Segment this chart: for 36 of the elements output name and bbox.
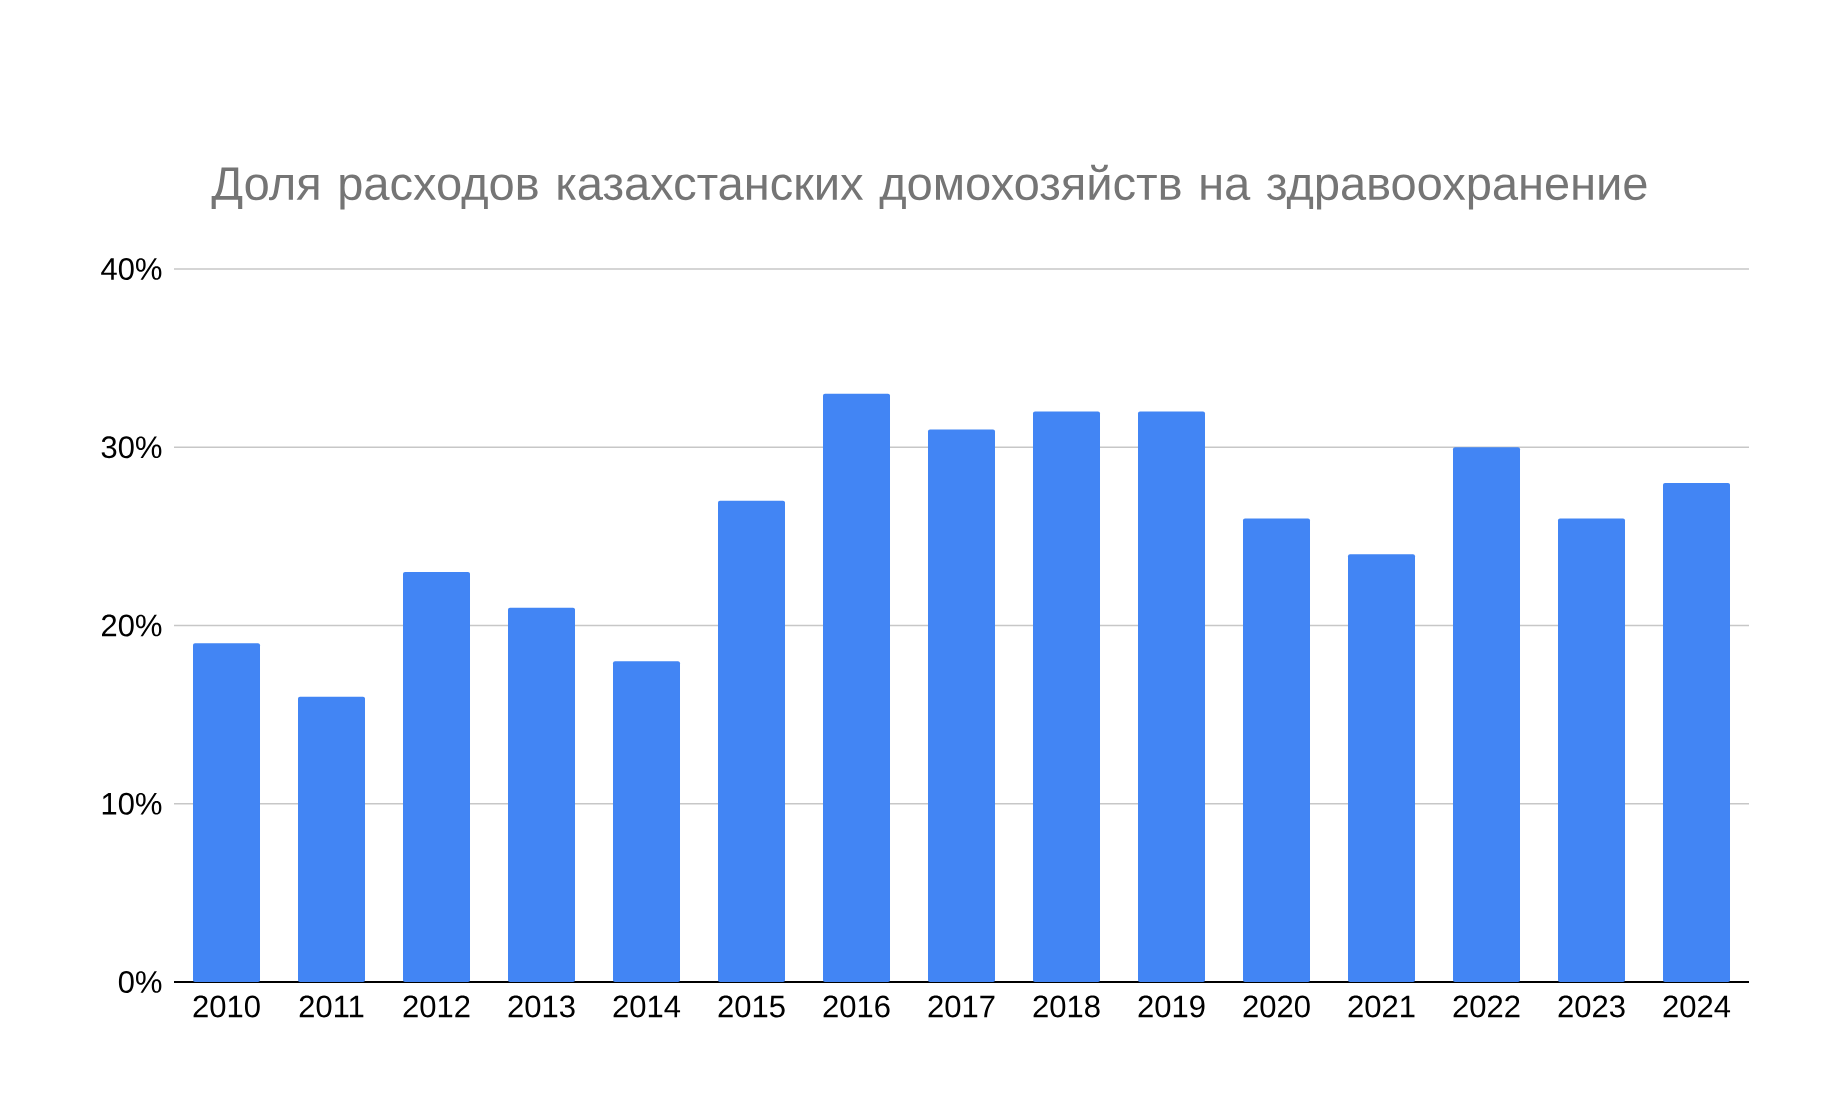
- bar: [1453, 447, 1520, 982]
- bar: [1663, 482, 1730, 982]
- x-tick-label: 2015: [718, 995, 785, 1018]
- bar: [928, 429, 995, 982]
- x-tick-label: 2022: [1453, 995, 1520, 1018]
- bar: [1558, 518, 1625, 982]
- x-tick-label: 2018: [1033, 995, 1100, 1018]
- bar: [403, 572, 470, 982]
- bar: [718, 500, 785, 982]
- bar: [508, 607, 575, 982]
- y-tick-label: 10%: [102, 792, 162, 815]
- bar: [298, 696, 365, 982]
- y-tick-label: 40%: [101, 258, 162, 280]
- x-tick-label: 2012: [403, 995, 470, 1018]
- bar: [1033, 411, 1100, 982]
- x-tick-label: 2023: [1558, 995, 1625, 1018]
- x-tick-label: 2013: [508, 995, 575, 1018]
- x-tick-label: 2020: [1243, 995, 1310, 1018]
- x-tick-label: 2019: [1138, 995, 1205, 1018]
- bar: [1138, 411, 1205, 982]
- y-tick-label: 20%: [102, 614, 162, 637]
- bar: [1243, 518, 1310, 982]
- x-tick-label: 2017: [928, 995, 995, 1018]
- chart-title: Доля расходов казахстанских домохозяйств на здравоохранение: [211, 164, 1647, 210]
- x-tick-label: 2021: [1348, 995, 1415, 1018]
- bar: [823, 393, 890, 982]
- x-tick-label: 2011: [299, 995, 364, 1018]
- y-tick-label: 30%: [101, 436, 162, 459]
- bar: [613, 661, 680, 982]
- bar: [193, 643, 260, 982]
- x-tick-label: 2016: [823, 995, 890, 1018]
- y-tick-label: 0%: [118, 971, 162, 993]
- x-tick-label: 2024: [1663, 995, 1731, 1018]
- bar: [1348, 554, 1415, 982]
- x-tick-label: 2010: [193, 995, 260, 1018]
- x-tick-label: 2014: [613, 995, 681, 1018]
